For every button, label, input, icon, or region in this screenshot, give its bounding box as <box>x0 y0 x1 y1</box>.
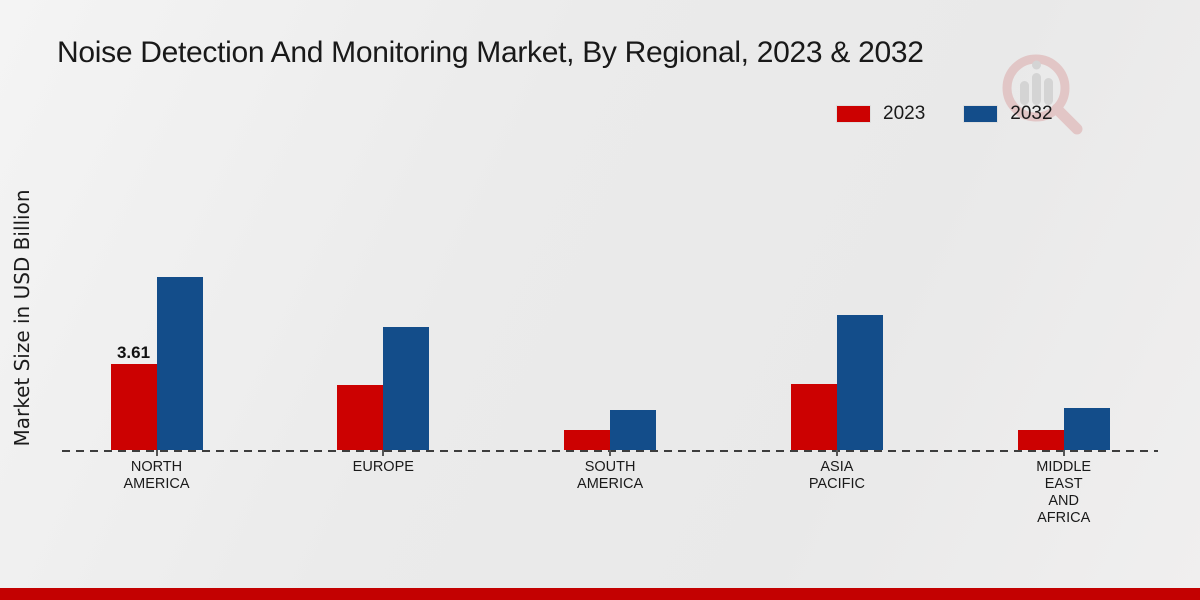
category-label-middle-east-and-africa: MIDDLE EAST AND AFRICA <box>1036 459 1092 526</box>
bar-2023-asia-pacific <box>790 383 837 450</box>
axis-tick-asia-pacific <box>835 450 838 456</box>
axis-tick-middle-east-and-africa <box>1062 450 1065 456</box>
legend-label-2032: 2032 <box>1010 103 1053 124</box>
axis-tick-south-america <box>609 450 612 456</box>
category-label-asia-pacific: ASIA PACIFIC <box>808 459 865 492</box>
category-label-europe: EUROPE <box>352 459 414 475</box>
bar-2032-north-america <box>156 277 203 450</box>
bar-2023-south-america <box>564 429 611 450</box>
bar-2023-europe <box>337 385 384 450</box>
legend: 2023 2032 <box>836 103 1053 125</box>
axis-tick-north-america <box>155 450 158 456</box>
chart-title: Noise Detection And Monitoring Market, B… <box>57 36 924 69</box>
legend-item-2023: 2023 <box>836 103 925 125</box>
legend-item-2032: 2032 <box>963 103 1053 125</box>
bar-2032-south-america <box>610 409 657 450</box>
legend-swatch-2032 <box>963 105 999 123</box>
bar-2023-middle-east-and-africa <box>1017 429 1064 450</box>
bar-2032-asia-pacific <box>836 315 883 450</box>
legend-label-2023: 2023 <box>883 103 926 124</box>
legend-swatch-2023 <box>836 105 871 123</box>
footer-accent-band <box>0 588 1200 600</box>
category-label-south-america: SOUTH AMERICA <box>577 459 644 492</box>
bar-value-label-2023-north-america: 3.61 <box>116 343 151 363</box>
bar-2032-europe <box>383 327 430 450</box>
bar-2023-north-america <box>110 364 157 450</box>
axis-tick-europe <box>382 450 385 456</box>
bar-2032-middle-east-and-africa <box>1063 408 1110 450</box>
category-label-north-america: NORTH AMERICA <box>123 459 190 492</box>
